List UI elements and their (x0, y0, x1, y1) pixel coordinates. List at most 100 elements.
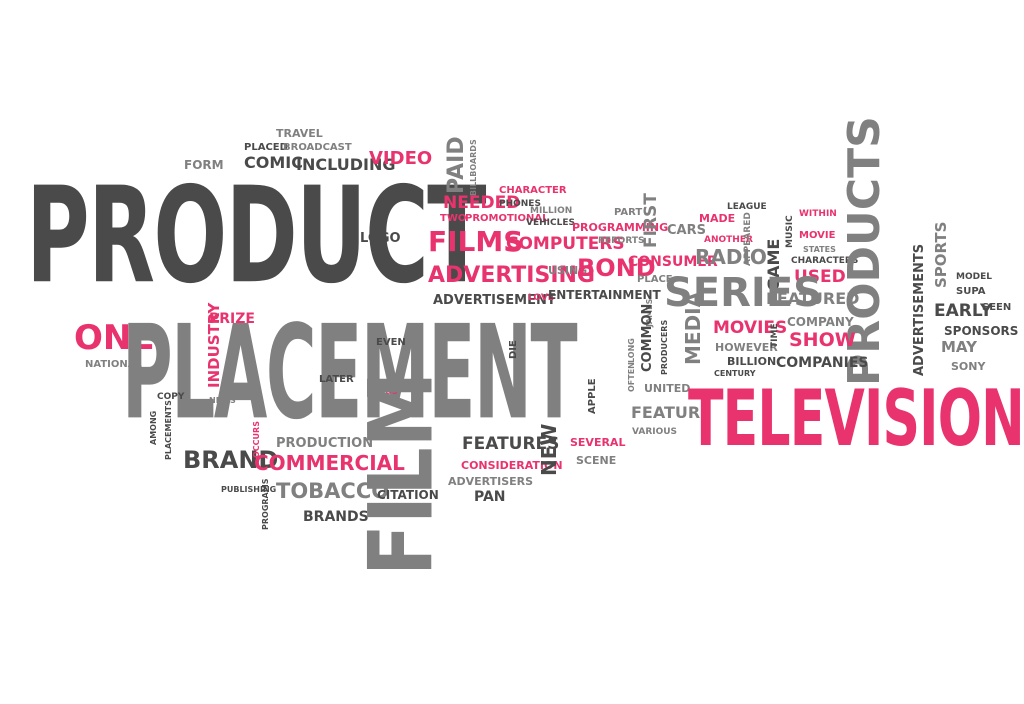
word-love: LOVE (528, 293, 554, 303)
word-two: TWO (440, 213, 467, 224)
word-phones: PHONES (499, 199, 541, 209)
word-used: USED (794, 267, 846, 287)
word-die: DIE (508, 340, 519, 359)
word-advertisement: ADVERTISEMENT (433, 293, 556, 308)
word-later: LATER (319, 374, 354, 385)
word-characters: CHARACTERS (791, 256, 859, 266)
word-video: VIDEO (369, 148, 433, 169)
word-prize: PRIZE (209, 311, 255, 327)
word-sponsors: SPONSORS (944, 324, 1019, 338)
word-films: FILMS (428, 225, 524, 258)
word-features: FEATURES (462, 434, 560, 454)
word-commercial: COMMERCIAL (254, 451, 405, 475)
word-placement: PLACEMENT (122, 297, 578, 449)
word-apple: APPLE (587, 378, 598, 414)
word-logo: LOGO (360, 231, 401, 246)
word-billion: BILLION (727, 355, 777, 368)
word-advertising: ADVERTISING (428, 263, 595, 288)
word-company: COMPANY (787, 315, 854, 329)
word-travel: TRAVEL (276, 127, 323, 140)
word-new: NEW (537, 423, 561, 476)
word-century: CENTURY (714, 369, 756, 378)
word-radio: RADIO (695, 245, 767, 269)
word-bond: BOND (577, 254, 656, 282)
word-time: TIME (770, 323, 780, 348)
word-often: OFTEN (627, 362, 636, 392)
word-including: INCLUDING (296, 155, 396, 174)
word-model: MODEL (956, 272, 992, 282)
word-placed: PLACED (244, 142, 288, 153)
word-entertainment: ENTERTAINMENT (548, 288, 661, 302)
word-feature: FEATURE (631, 403, 712, 422)
word-however: HOWEVER (715, 341, 778, 354)
word-production: PRODUCTION (276, 436, 374, 451)
word-first: FIRST (641, 193, 661, 248)
word-scene: SCENE (576, 454, 617, 467)
word-industry: INDUSTRY (205, 302, 223, 388)
word-computers: COMPUTERS (506, 234, 625, 254)
word-sports: SPORTS (932, 221, 950, 288)
word-pan: PAN (474, 489, 506, 505)
word-several: SEVERAL (570, 436, 626, 449)
word-needed: NEEDED (443, 193, 521, 213)
word-million: MILLION (530, 206, 573, 216)
word-using: USING (548, 264, 588, 277)
word-paid: PAID (444, 136, 469, 194)
word-producers: PRODUCERS (660, 319, 669, 375)
word-tobacco: TOBACCO (276, 479, 390, 503)
word-product: PRODUCT (26, 158, 487, 313)
word-form: FORM (184, 158, 224, 172)
word-common: COMMON (640, 303, 655, 372)
word-early: EARLY (934, 301, 993, 321)
word-one: ONE (74, 318, 155, 358)
word-sony: SONY (951, 360, 986, 373)
word-national: NATIONAL (85, 359, 142, 370)
word-another: ANOTHER (704, 235, 753, 245)
word-may: MAY (941, 338, 977, 356)
word-media: MEDIA (681, 291, 705, 365)
word-featured: FEATURED (766, 289, 860, 308)
word-united: UNITED (644, 382, 691, 395)
word-copy: COPY (157, 392, 185, 402)
word-states: STATES (803, 245, 836, 254)
word-even: EVEN (376, 337, 406, 348)
word-place: PLACE (637, 274, 673, 285)
word-character: CHARACTER (499, 185, 567, 196)
word-within: WITHIN (799, 209, 837, 219)
word-brand: BRAND (183, 446, 279, 474)
word-promotional: PROMOTIONAL (465, 213, 549, 224)
word-among: AMONG (149, 410, 158, 445)
word-news: NEWS (209, 396, 236, 405)
word-cars: CARS (667, 223, 706, 238)
word-comic: COMIC (244, 153, 303, 172)
word-movie: MOVIE (799, 230, 836, 241)
word-part: PART (614, 207, 643, 218)
word-ads: ADS (379, 387, 398, 396)
word-advertisements: ADVERTISEMENTS (912, 243, 927, 376)
word-show: SHOW (789, 329, 856, 351)
word-vehicles: VEHICLES (526, 218, 575, 228)
word-film: FILM (350, 371, 453, 576)
word-various: VARIOUS (632, 427, 678, 437)
word-publishing: PUBLISHING (221, 485, 277, 494)
word-movies: MOVIES (713, 318, 788, 338)
word-television: TELEVISION (688, 372, 1024, 464)
word-series: SERIES (664, 270, 822, 316)
word-long: LONG (627, 338, 636, 363)
word-appeared: APPEARED (743, 212, 753, 266)
word-advertisers: ADVERTISERS (448, 475, 534, 488)
word-placements: PLACEMENTS (164, 400, 173, 460)
word-billboards: BILLBOARDS (469, 139, 478, 196)
word-music: MUSIC (785, 215, 795, 248)
word-consumer: CONSUMER (628, 254, 718, 270)
word-league: LEAGUE (727, 202, 767, 212)
word-companies: COMPANIES (776, 355, 869, 371)
word-citation: CITATION (377, 488, 439, 502)
word-brands: BRANDS (303, 509, 369, 525)
word-consideration: CONSIDERATION (461, 459, 563, 472)
word-seen: SEEN (982, 302, 1012, 313)
word-reports: REPORTS (598, 236, 645, 246)
word-broadcast: BROADCAST (283, 142, 352, 153)
word-made: MADE (699, 212, 736, 225)
